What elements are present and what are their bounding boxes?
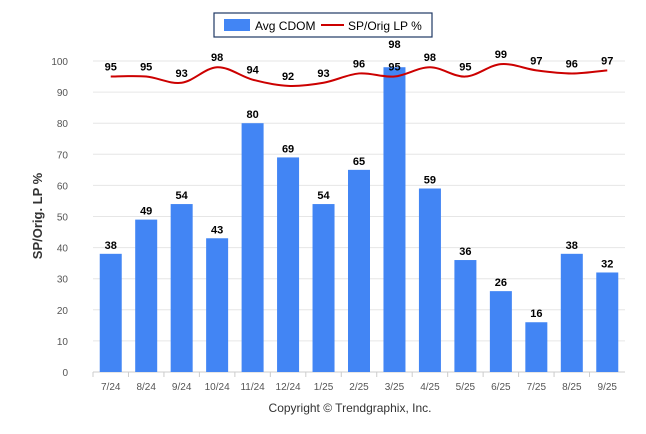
y-axis-label: SP/Orig. LP %: [30, 172, 45, 259]
bar: [206, 238, 229, 372]
line-value-label: 99: [495, 49, 507, 61]
bar: [348, 169, 370, 372]
x-tick-label: 9/24: [172, 382, 192, 393]
line-value-label: 97: [530, 55, 542, 67]
bar-value-label: 38: [105, 240, 117, 252]
x-tick-label: 4/25: [420, 382, 440, 393]
bar: [489, 291, 512, 372]
x-tick-label: 8/25: [562, 382, 582, 393]
copyright-footer: Copyright © Trendgraphix, Inc.: [269, 401, 432, 415]
x-tick-label: 3/25: [385, 382, 405, 393]
bar-value-label: 54: [317, 190, 330, 202]
line-value-label: 95: [459, 62, 471, 74]
bar-value-label: 65: [353, 156, 365, 168]
bar-value-label: 59: [424, 175, 436, 187]
bar-value-label: 26: [495, 277, 507, 289]
bar: [525, 322, 548, 372]
y-tick-label: 10: [57, 337, 69, 348]
line-value-label: 94: [246, 65, 259, 77]
line-value-label: 98: [424, 52, 436, 64]
bar: [418, 188, 441, 372]
bar: [383, 67, 406, 372]
x-tick-label: 5/25: [456, 382, 476, 393]
line-path: [110, 63, 608, 87]
data-labels: 38 49 54 43 80 69 54 65 98 59 36 26 16 38 32 95 95 93 98 94…: [105, 39, 614, 320]
y-tick-label: 80: [57, 119, 69, 130]
x-tick-label: 10/24: [205, 382, 230, 393]
legend-swatch-bars: [224, 19, 250, 31]
line-value-label: 97: [601, 55, 613, 67]
bar: [596, 272, 619, 372]
bars: [99, 67, 619, 372]
legend: Avg CDOM SP/Orig LP %: [213, 12, 433, 38]
line-value-label: 98: [211, 52, 223, 64]
line-value-label: 96: [566, 58, 578, 70]
bar-value-label: 38: [566, 240, 578, 252]
bar-value-label: 43: [211, 224, 223, 236]
bar-value-label: 98: [388, 39, 400, 51]
x-tick-label: 6/25: [491, 382, 511, 393]
line-series: [110, 63, 608, 87]
bar-value-label: 54: [176, 190, 189, 202]
bar: [454, 260, 477, 372]
bar-value-label: 36: [459, 246, 471, 258]
line-value-label: 95: [105, 62, 117, 74]
line-value-label: 92: [282, 71, 294, 83]
x-tick-label: 11/24: [240, 382, 265, 393]
y-tick-label: 40: [57, 244, 69, 255]
bar-value-label: 32: [601, 258, 613, 270]
bar-value-label: 69: [282, 143, 294, 155]
line-value-label: 95: [388, 62, 400, 74]
bar-value-label: 16: [530, 308, 542, 320]
y-tick-label: 100: [51, 57, 68, 68]
x-tick-label: 7/25: [527, 382, 547, 393]
bar: [99, 253, 122, 372]
y-tick-label: 50: [57, 213, 69, 224]
bar: [277, 157, 300, 372]
y-tick-label: 30: [57, 275, 69, 286]
x-tick-label: 8/24: [136, 382, 156, 393]
legend-label-line: SP/Orig LP %: [348, 19, 422, 33]
bar: [170, 204, 193, 372]
bar: [560, 253, 583, 372]
line-value-label: 96: [353, 58, 365, 70]
bar: [135, 219, 158, 372]
y-tick-label: 70: [57, 150, 69, 161]
bar: [312, 204, 335, 372]
line-value-label: 93: [317, 68, 329, 80]
x-axis-ticks: 7/24 8/24 9/24 10/24 11/24 12/24 1/25 2/25 3/25 4…: [92, 372, 618, 393]
y-tick-label: 0: [62, 368, 68, 379]
x-tick-label: 9/25: [598, 382, 618, 393]
x-tick-label: 12/24: [276, 382, 301, 393]
y-tick-label: 60: [57, 181, 69, 192]
legend-label-bars: Avg CDOM: [255, 19, 315, 33]
x-tick-label: 2/25: [349, 382, 369, 393]
y-axis-ticks: 0 10 20 30 40 50 60 70 80 90 100: [51, 57, 68, 379]
x-tick-label: 7/24: [101, 382, 121, 393]
bar-value-label: 80: [246, 109, 258, 121]
y-tick-label: 90: [57, 88, 69, 99]
line-value-label: 95: [140, 62, 152, 74]
x-tick-label: 1/25: [314, 382, 334, 393]
bar: [241, 123, 264, 372]
bar-value-label: 49: [140, 206, 152, 218]
line-value-label: 93: [176, 68, 188, 80]
y-tick-label: 20: [57, 306, 69, 317]
